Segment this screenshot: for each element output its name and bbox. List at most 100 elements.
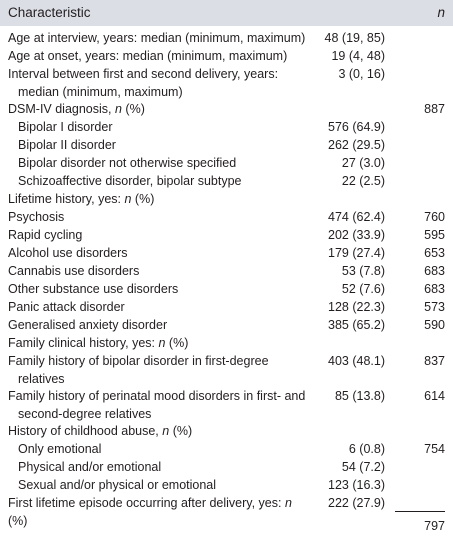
row-n: 614 [424,389,445,403]
row-label-text: History of childhood abuse, [8,424,163,438]
row-n: 797 [424,519,445,533]
row-n: 653 [424,246,445,260]
row-value: 6 (0.8) [348,442,385,456]
row-label-text: Other substance use disorders [8,282,179,296]
row-label: Bipolar disorder not otherwise specified [18,155,318,173]
table-row: Physical and/or emotional 54 (7.2) [0,459,453,477]
row-value: 54 (7.2) [341,460,385,474]
row-value: 19 (4, 48) [331,49,385,63]
row-label: First lifetime episode occurring after d… [8,495,308,530]
row-n [395,495,445,512]
table-row: Age at onset, years: median (minimum, ma… [0,48,453,66]
row-n: 837 [424,354,445,368]
row-n: 590 [424,318,445,332]
table-row: Rapid cycling 202 (33.9) 595 [0,227,453,245]
table-row: Lifetime history, yes: n (%) [0,191,453,209]
row-label: Interval between first and second delive… [8,66,308,101]
row-label-text: Physical and/or emotional [18,460,162,474]
row-label: DSM-IV diagnosis, n (%) [8,101,308,119]
row-label-suffix: (%) [121,102,145,116]
row-label-text: Lifetime history, yes: [8,192,125,206]
row-label-n: n [158,336,166,350]
row-label: Physical and/or emotional [18,459,318,477]
table-row: Schizoaffective disorder, bipolar subtyp… [0,173,453,191]
table-row: Bipolar disorder not otherwise specified… [0,155,453,173]
row-label: Panic attack disorder [8,299,308,317]
row-n: 595 [424,228,445,242]
row-label-text: Only emotional [18,442,102,456]
row-label-text: Schizoaffective disorder, bipolar subtyp… [18,174,242,188]
row-label-suffix: (%) [8,513,28,528]
row-label-continuation: second-degree relatives [18,406,152,421]
row-label: Sexual and/or physical or emotional [18,477,318,495]
row-label-suffix: (%) [169,424,193,438]
table-header: Characteristic n [0,0,453,26]
table-row: Cannabis use disorders 53 (7.8) 683 [0,263,453,281]
table-row: Family history of bipolar disorder in fi… [0,353,453,388]
row-label: Psychosis [8,209,308,227]
row-value: 3 (0, 16) [338,67,385,81]
row-label-text: Age at onset, years: median (minimum, ma… [8,49,288,63]
row-label-text: Bipolar disorder not otherwise specified [18,156,237,170]
row-value: 53 (7.8) [341,264,385,278]
row-label: Generalised anxiety disorder [8,317,308,335]
row-label-n: n [114,102,122,116]
row-label: Only emotional [18,441,318,459]
row-label-continuation: median (minimum, maximum) [18,84,183,99]
row-value: 48 (19, 85) [324,31,385,45]
row-label: Bipolar II disorder [18,137,318,155]
row-n: 887 [424,102,445,116]
row-n: 683 [424,282,445,296]
row-label-text: Bipolar II disorder [18,138,116,152]
row-n: 573 [424,300,445,314]
row-label-text: Panic attack disorder [8,300,125,314]
table-row: Panic attack disorder 128 (22.3) 573 [0,299,453,317]
row-n: 760 [424,210,445,224]
row-label-text: Cannabis use disorders [8,264,140,278]
header-characteristic: Characteristic [8,5,91,20]
row-label-text: Psychosis [8,210,65,224]
row-label-text: Age at interview, years: median (minimum… [8,31,306,45]
table-body: Age at interview, years: median (minimum… [0,26,453,538]
header-n: n [437,5,445,20]
row-label: History of childhood abuse, n (%) [8,423,308,441]
row-label: Lifetime history, yes: n (%) [8,191,308,209]
row-value: 222 (27.9) [328,496,385,510]
row-label: Family history of perinatal mood disorde… [8,388,308,423]
row-label-text: Bipolar I disorder [18,120,113,134]
row-value: 128 (22.3) [328,300,385,314]
row-label-text: Rapid cycling [8,228,83,242]
row-label: Cannabis use disorders [8,263,308,281]
table-row: Family clinical history, yes: n (%) [0,335,453,353]
row-label-text: Generalised anxiety disorder [8,318,168,332]
row-label: Family history of bipolar disorder in fi… [8,353,308,388]
row-label: Age at onset, years: median (minimum, ma… [8,48,308,66]
row-label-text: DSM-IV diagnosis, [8,102,115,116]
row-label-text: Interval between first and second delive… [8,67,279,81]
row-label: Rapid cycling [8,227,308,245]
table-row: Family history of perinatal mood disorde… [0,388,453,423]
row-value: 27 (3.0) [341,156,385,170]
row-label-n: n [162,424,170,438]
row-label-text: Family history of perinatal mood disorde… [8,389,306,403]
row-value: 385 (65.2) [328,318,385,332]
table-row: Alcohol use disorders 179 (27.4) 653 [0,245,453,263]
row-value: 202 (33.9) [328,228,385,242]
row-label-text: Family history of bipolar disorder in fi… [8,354,269,368]
table-row: Bipolar I disorder 576 (64.9) [0,119,453,137]
row-label-n: n [284,496,292,510]
row-label-n: n [124,192,132,206]
row-label-text: Alcohol use disorders [8,246,128,260]
row-label-text: First lifetime episode occurring after d… [8,496,285,510]
table-row: Interval between first and second delive… [0,66,453,101]
row-value: 474 (62.4) [328,210,385,224]
row-label-text: Sexual and/or physical or emotional [18,478,217,492]
table-row: History of childhood abuse, n (%) [0,423,453,441]
row-value: 52 (7.6) [341,282,385,296]
table-row: Bipolar II disorder 262 (29.5) [0,137,453,155]
row-value: 85 (13.8) [334,389,385,403]
row-value: 123 (16.3) [328,478,385,492]
table-row: Only emotional 6 (0.8) 754 [0,441,453,459]
table-row: Generalised anxiety disorder 385 (65.2) 59… [0,317,453,335]
